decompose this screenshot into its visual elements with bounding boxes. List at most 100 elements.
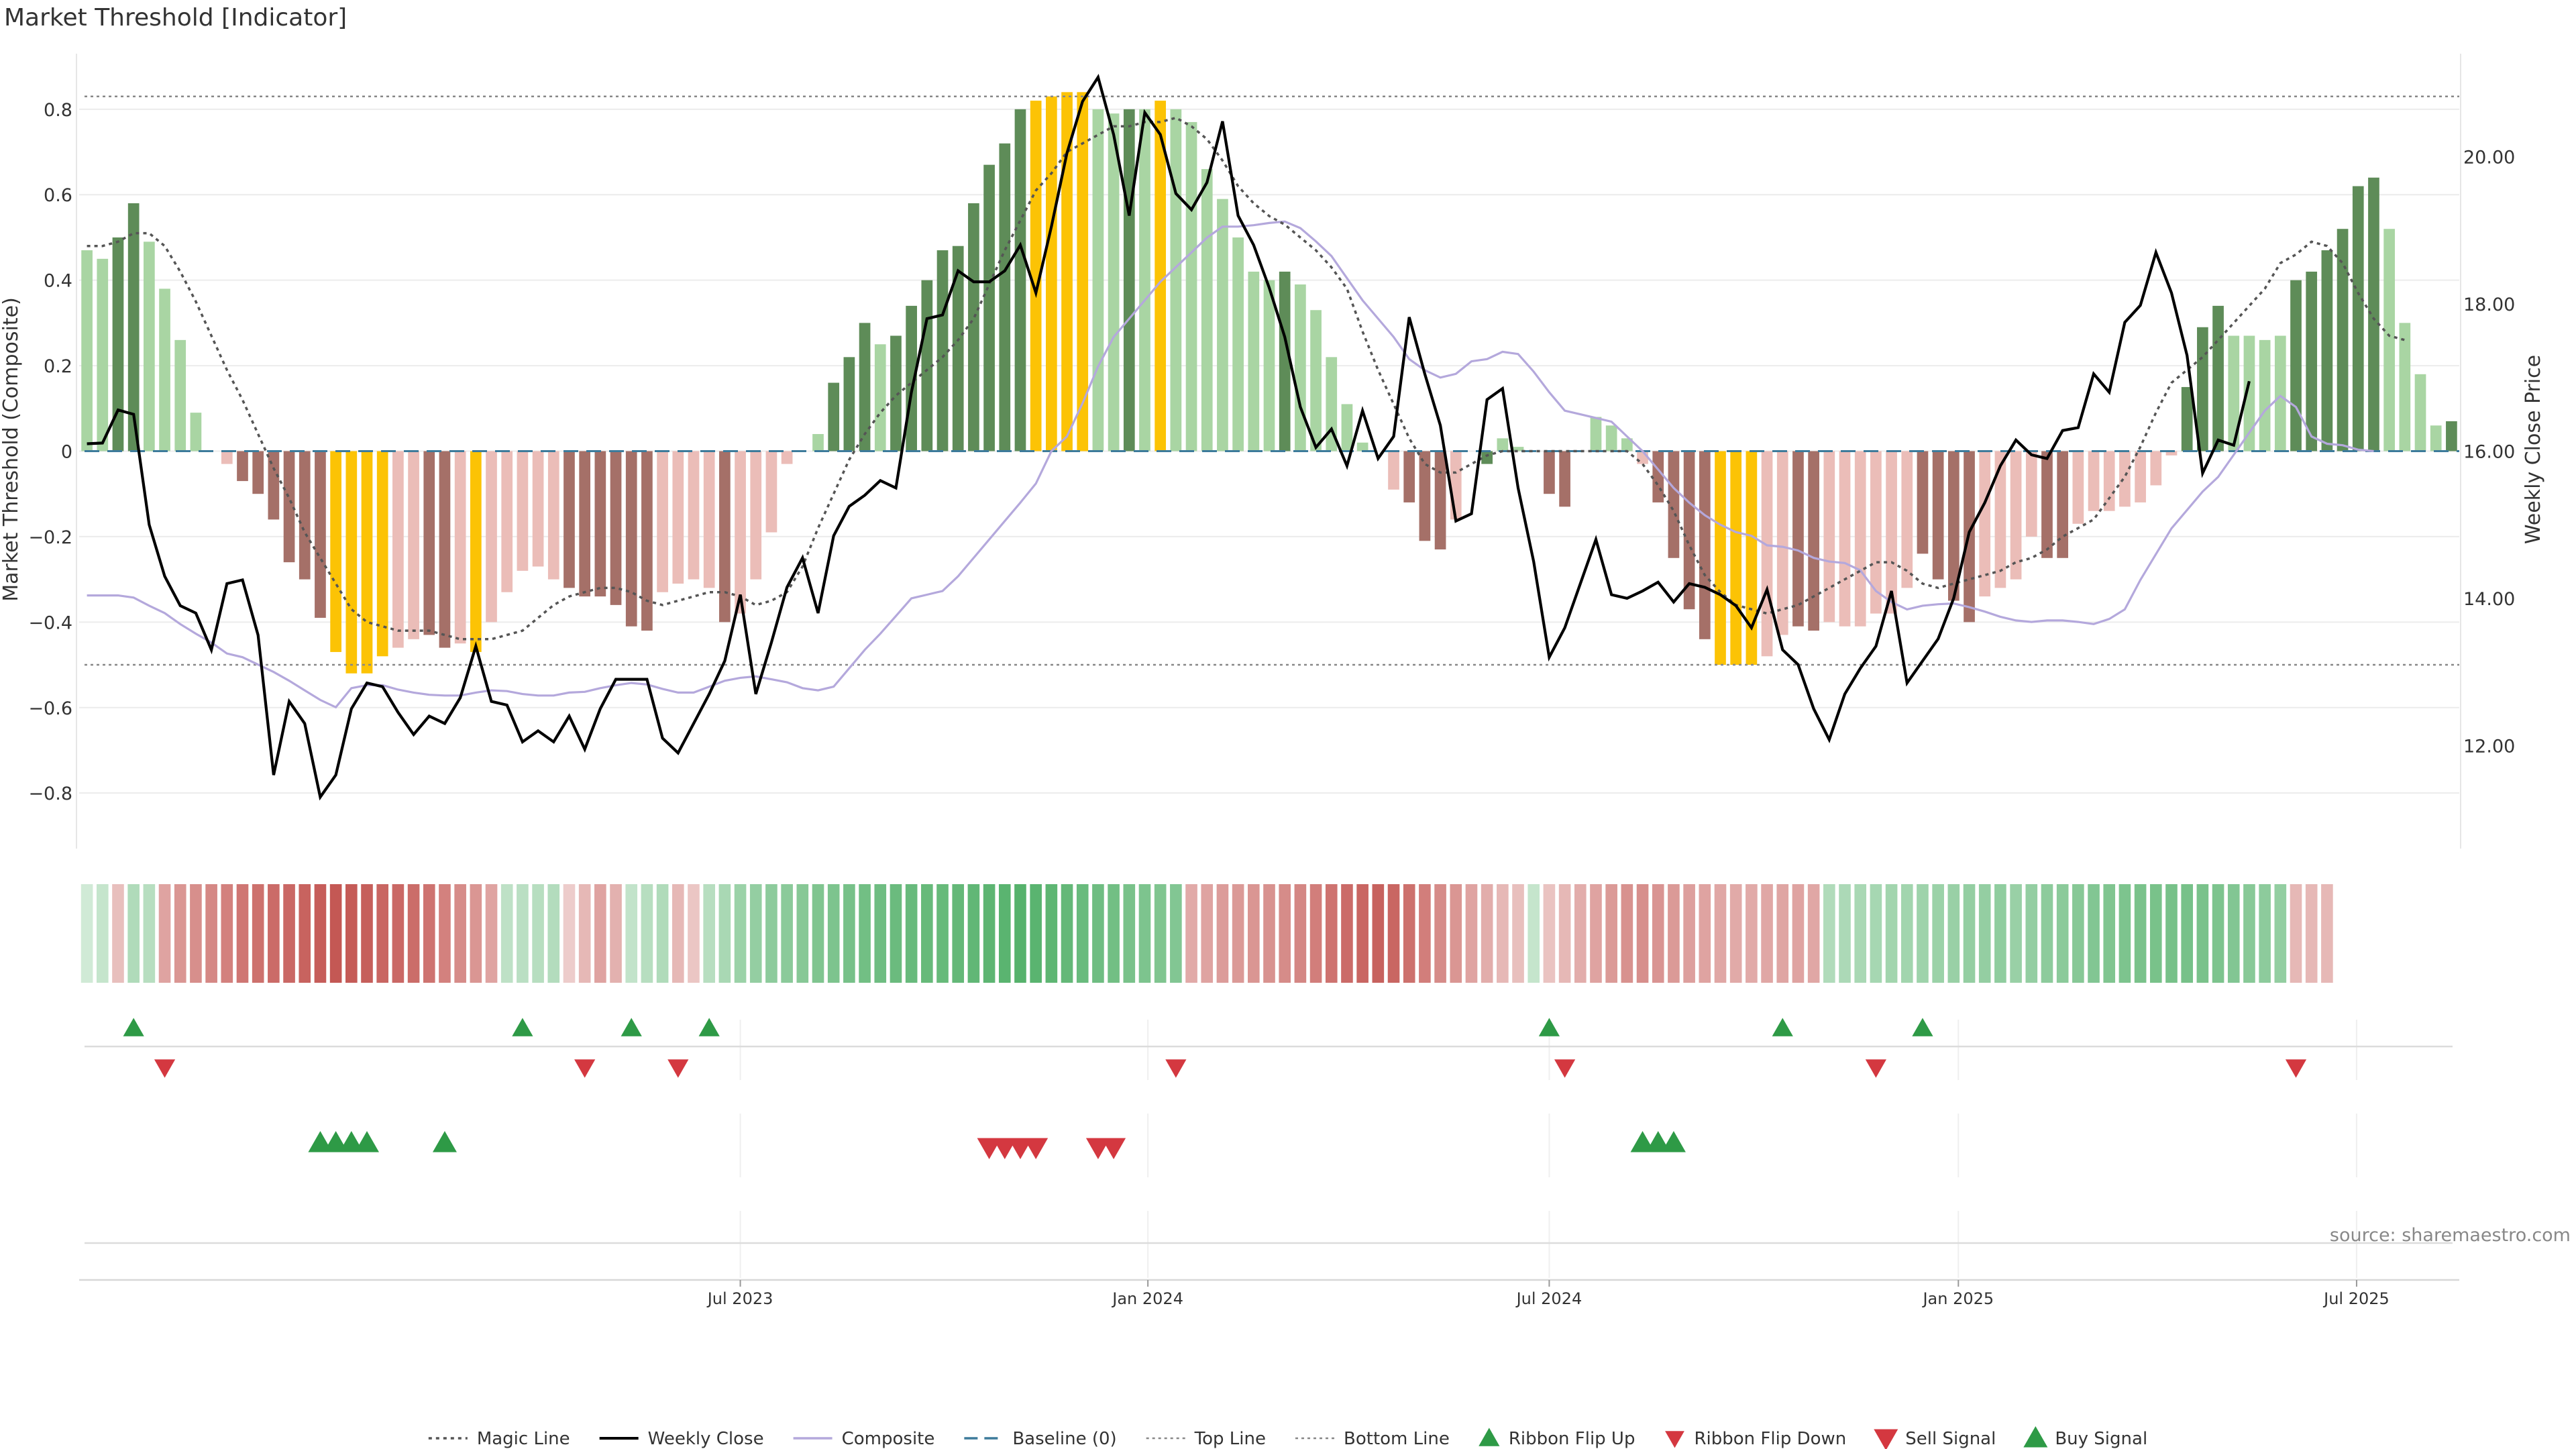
ribbon-cell [1947, 884, 1960, 983]
right-tick-label: 20.00 [2463, 148, 2515, 168]
right-tick-label: 12.00 [2463, 736, 2515, 757]
legend: Magic Line Weekly Close Composite Baseline … [428, 1426, 2147, 1449]
composite-bar [735, 451, 746, 614]
ribbon-cell [610, 884, 622, 983]
composite-bar [1481, 451, 1493, 464]
composite-bar [283, 451, 295, 563]
composite-bar [1419, 451, 1431, 541]
legend-entry: Magic Line [428, 1429, 570, 1449]
ribbon-cell [439, 884, 451, 983]
left-tick-label: 0.6 [44, 185, 72, 206]
x-tick-label: Jan 2024 [1111, 1289, 1183, 1308]
ribbon-cell [1823, 884, 1835, 983]
composite-bar [408, 451, 419, 639]
composite-bar [1077, 92, 1089, 451]
left-tick-label: 0.8 [44, 100, 72, 121]
composite-bar [890, 335, 902, 451]
composite-bar [1730, 451, 1742, 665]
ribbon-cell [376, 884, 389, 983]
ribbon-cell [874, 884, 887, 983]
ribbon-cell [1900, 884, 1913, 983]
ribbon-flip-up-marker [621, 1018, 642, 1036]
ribbon-cell [2227, 884, 2240, 983]
ribbon-cell [2321, 884, 2333, 983]
composite-bar [252, 451, 264, 494]
x-tick-label: Jul 2024 [1515, 1289, 1582, 1308]
composite-bar [1792, 451, 1804, 627]
ribbon-cell [1497, 884, 1509, 983]
legend-label: Ribbon Flip Down [1694, 1429, 1846, 1449]
ribbon-cell [1699, 884, 1711, 983]
ribbon-cell [127, 884, 140, 983]
composite-bar [532, 451, 544, 567]
composite-bar [1823, 451, 1835, 623]
ribbon-cell [1854, 884, 1867, 983]
composite-bar [812, 434, 824, 451]
composite-bar [2243, 335, 2255, 451]
ribbon-cell [485, 884, 498, 983]
composite-bar [2368, 177, 2379, 451]
ribbon-cell [1885, 884, 1898, 983]
ribbon-cell [1963, 884, 1976, 983]
ribbon-cell [1247, 884, 1260, 983]
composite-bar [423, 451, 435, 635]
ribbon-cell [1776, 884, 1789, 983]
ribbon-cell [423, 884, 435, 983]
composite-bar [2399, 323, 2411, 451]
ribbon-cell [2274, 884, 2287, 983]
legend-swatch [1665, 1431, 1684, 1448]
ribbon-cell [283, 884, 295, 983]
composite-bar [2228, 335, 2240, 451]
composite-bar [1108, 113, 1120, 451]
ribbon-cell [1636, 884, 1649, 983]
ribbon-cell [1683, 884, 1695, 983]
composite-bar [315, 451, 326, 618]
composite-bar [1403, 451, 1415, 502]
composite-bar [859, 323, 871, 451]
ribbon-cell [1170, 884, 1182, 983]
right-axis: 12.00 14.00 16.00 18.00 20.00 [2460, 54, 2515, 849]
buy-signal-marker [308, 1131, 333, 1152]
right-axis-label: Weekly Close Price [2522, 355, 2545, 544]
composite-bar [470, 451, 482, 652]
ribbon-cell [2041, 884, 2053, 983]
composite-bar [2135, 451, 2146, 502]
main-panel: −0.8 −0.6 −0.4 −0.2 0 0.2 0.4 0.6 0.8 12.00 14.00… [0, 54, 2545, 849]
ribbon-cell [392, 884, 405, 983]
ribbon-cell [2305, 884, 2318, 983]
buy-signal-marker [1630, 1131, 1655, 1152]
composite-bar [361, 451, 373, 674]
composite-bar [2352, 186, 2364, 451]
ribbon-cell [205, 884, 217, 983]
ribbon-cell [2103, 884, 2116, 983]
ribbon-flip-down-marker [1165, 1059, 1187, 1078]
ribbon-cell [190, 884, 202, 983]
ribbon-cell [2010, 884, 2022, 983]
ribbon-cell [625, 884, 638, 983]
composite-bar [299, 451, 311, 580]
composite-bar [1356, 442, 1368, 451]
ribbon-cell [470, 884, 482, 983]
composite-bar [1715, 451, 1726, 665]
ribbon-cell [407, 884, 420, 983]
ribbon-cell [1746, 884, 1758, 983]
ribbon-cell [827, 884, 840, 983]
ribbon-cell [765, 884, 777, 983]
ribbon-cell [143, 884, 156, 983]
composite-bar [1248, 271, 1260, 451]
legend-swatch [2023, 1426, 2048, 1448]
composite-bar [1668, 451, 1680, 558]
legend-label: Composite [842, 1429, 935, 1449]
legend-entry: Bottom Line [1295, 1429, 1450, 1449]
ribbon-cell [2056, 884, 2069, 983]
composite-bar [517, 451, 529, 571]
ribbon-cell [1652, 884, 1664, 983]
composite-bar [1434, 451, 1446, 550]
ribbon-cell [1870, 884, 1882, 983]
ribbon-cell [252, 884, 264, 983]
buy-signal-marker [1646, 1131, 1670, 1152]
ribbon-cell [967, 884, 980, 983]
right-tick-label: 16.00 [2463, 442, 2515, 463]
ribbon-cell [112, 884, 124, 983]
composite-bar [610, 451, 622, 605]
